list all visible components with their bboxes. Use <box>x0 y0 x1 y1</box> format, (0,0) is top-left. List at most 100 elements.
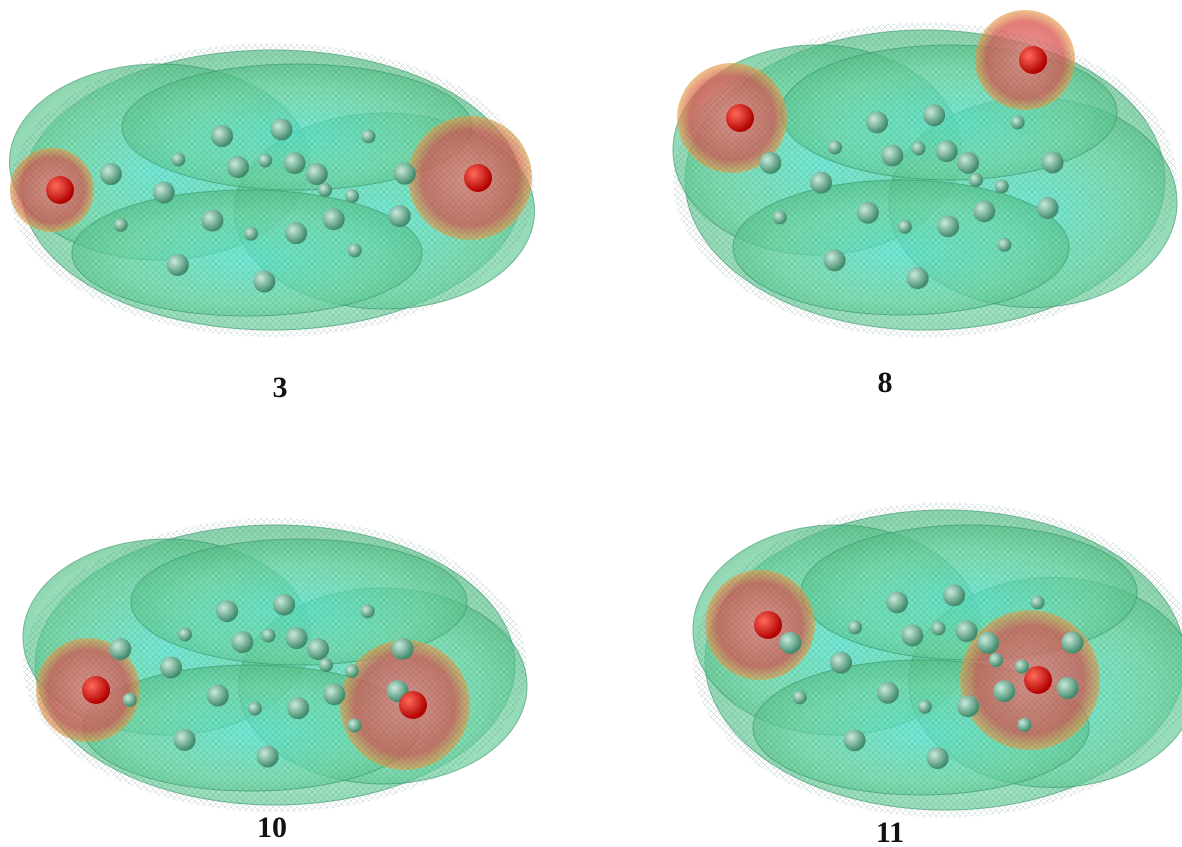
atom <box>773 210 787 224</box>
panel-label: 3 <box>273 371 288 404</box>
molecule-panel: 11 <box>693 503 1182 847</box>
atom <box>993 680 1015 702</box>
atom <box>345 189 359 203</box>
atom <box>1017 718 1031 732</box>
atom <box>248 702 262 716</box>
atom <box>1015 659 1029 673</box>
atom <box>284 152 306 174</box>
atom <box>178 628 192 642</box>
atom <box>347 718 361 732</box>
atom <box>907 267 929 289</box>
atom <box>923 104 945 126</box>
atom <box>307 638 329 660</box>
atom <box>866 111 888 133</box>
oxygen-atom <box>1024 666 1052 694</box>
atom <box>207 685 229 707</box>
atom <box>244 227 258 241</box>
atom <box>389 205 411 227</box>
atom <box>345 664 359 678</box>
atom <box>969 173 983 187</box>
atom <box>881 145 903 167</box>
atom <box>1037 197 1059 219</box>
atom <box>857 202 879 224</box>
atom <box>1042 152 1064 174</box>
atom <box>779 632 801 654</box>
oxygen-atom <box>464 164 492 192</box>
atom <box>253 271 275 293</box>
atom <box>318 183 332 197</box>
atom <box>348 243 362 257</box>
atom <box>160 656 182 678</box>
atom <box>261 628 275 642</box>
atom <box>231 631 253 653</box>
molecule-panel: 10 <box>23 518 527 844</box>
atom <box>918 700 932 714</box>
atom <box>227 156 249 178</box>
surface-mesh <box>23 518 527 812</box>
atom <box>286 627 308 649</box>
atom <box>285 222 307 244</box>
atom <box>936 140 958 162</box>
atom <box>989 653 1003 667</box>
atom <box>937 215 959 237</box>
atom <box>877 682 899 704</box>
atom <box>1011 115 1025 129</box>
atom <box>901 625 923 647</box>
surface-mesh <box>10 43 535 337</box>
atom <box>323 683 345 705</box>
atom <box>100 163 122 185</box>
atom <box>844 729 866 751</box>
figure: 3 8 10 11 <box>0 0 1182 847</box>
atom <box>828 140 842 154</box>
atom <box>957 152 979 174</box>
atom <box>1057 677 1079 699</box>
molecule-panel: 3 <box>10 43 535 404</box>
panel-label: 11 <box>876 816 904 847</box>
atom <box>201 210 223 232</box>
atom <box>216 600 238 622</box>
atom <box>392 638 414 660</box>
oxygen-atom <box>46 176 74 204</box>
surface-mesh <box>693 503 1182 818</box>
atom <box>931 621 945 635</box>
atom <box>957 695 979 717</box>
atom <box>394 163 416 185</box>
oxygen-atom <box>82 676 110 704</box>
atom <box>361 129 375 143</box>
atom <box>911 141 925 155</box>
atom <box>995 179 1009 193</box>
atom <box>211 125 233 147</box>
panel-label: 10 <box>257 811 287 844</box>
atom <box>273 594 295 616</box>
atom <box>997 238 1011 252</box>
atom <box>886 591 908 613</box>
atom <box>824 249 846 271</box>
atom <box>123 693 137 707</box>
atom <box>793 690 807 704</box>
atom <box>759 152 781 174</box>
atom <box>943 584 965 606</box>
oxygen-atom <box>1019 46 1047 74</box>
oxygen-atom <box>399 691 427 719</box>
atom <box>973 200 995 222</box>
atom <box>977 632 999 654</box>
page: {"panels": [{"label": "3"}, {"label": "8… <box>0 0 1182 847</box>
oxygen-atom <box>726 104 754 132</box>
atom <box>830 652 852 674</box>
atom <box>153 181 175 203</box>
atom <box>898 220 912 234</box>
atom <box>257 746 279 768</box>
atom <box>306 163 328 185</box>
atom <box>167 254 189 276</box>
atom <box>174 729 196 751</box>
atom <box>361 604 375 618</box>
atom <box>810 172 832 194</box>
oxygen-atom <box>754 611 782 639</box>
atom <box>171 153 185 167</box>
atom <box>1062 632 1084 654</box>
atom <box>848 620 862 634</box>
atom <box>114 218 128 232</box>
atom <box>270 119 292 141</box>
panel-label: 8 <box>878 366 893 399</box>
atom <box>956 620 978 642</box>
